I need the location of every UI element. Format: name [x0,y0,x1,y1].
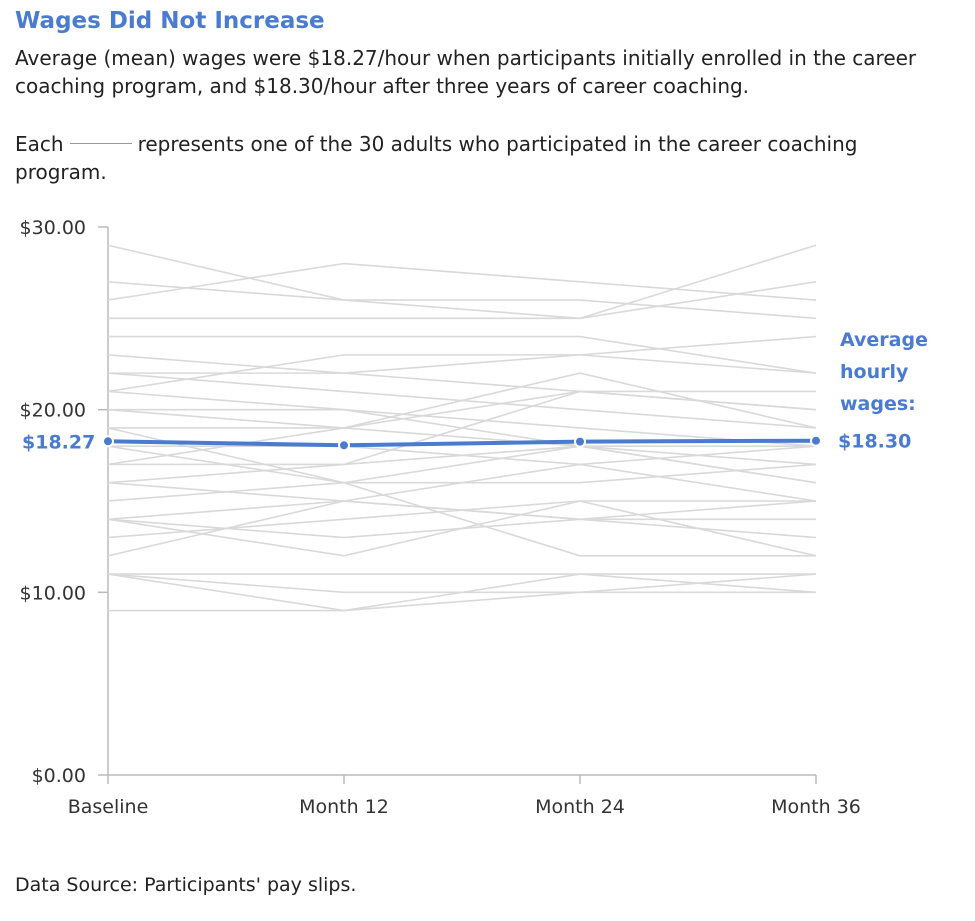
average-point [102,435,114,448]
average-series-label: Average hourly wages: [840,329,928,415]
chart-subtitle: Average (mean) wages were $18.27/hour wh… [15,46,917,98]
average-start-label: $18.27 [22,431,95,453]
participant-line [107,335,817,374]
y-tick-label: $0.00 [32,765,86,787]
participant-line [108,335,817,374]
legend-suffix: represents one of the 30 adults who part… [15,132,858,184]
participant-line [108,372,817,411]
participant-line [107,573,816,594]
participant-line [107,427,816,557]
participant-line [108,281,817,320]
participant-line [107,244,817,320]
participant-line [107,262,817,301]
chart-labels: $0.00 $10.00 $20.00 $30.00 Baseline Month 12 M… [20,217,928,818]
participant-line [107,390,817,447]
average-series-label-line: wages: [840,393,916,415]
participant-line [107,244,817,320]
average-series [102,434,822,452]
data-source-note: Data Source: Participants' pay slips. [15,874,357,896]
average-series-label-line: Average [840,329,928,351]
participant-lines [107,244,817,612]
average-line [107,438,817,448]
average-point [810,434,822,447]
chart-title: Wages Did Not Increase [15,8,325,34]
participant-line [108,573,817,612]
average-point [574,435,586,448]
average-point [338,439,350,452]
y-tick-label: $10.00 [20,582,86,604]
participant-line [107,463,817,502]
legend-prefix: Each [15,132,64,156]
x-tick-label: Month 12 [299,796,389,818]
participant-line [107,500,816,557]
legend-line-swatch [69,143,132,144]
average-end-label: $18.30 [838,431,911,453]
participant-line [107,445,816,484]
average-series-label-line: hourly [840,361,909,383]
x-tick-label: Baseline [68,796,149,818]
participant-line [108,408,817,466]
x-tick-label: Month 24 [535,796,625,818]
x-tick-label: Month 36 [771,796,861,818]
y-tick-label: $20.00 [20,400,86,422]
y-tick-label: $30.00 [20,217,86,239]
legend-note: Each represents one of the 30 adults who … [15,130,915,186]
participant-line [107,500,817,557]
